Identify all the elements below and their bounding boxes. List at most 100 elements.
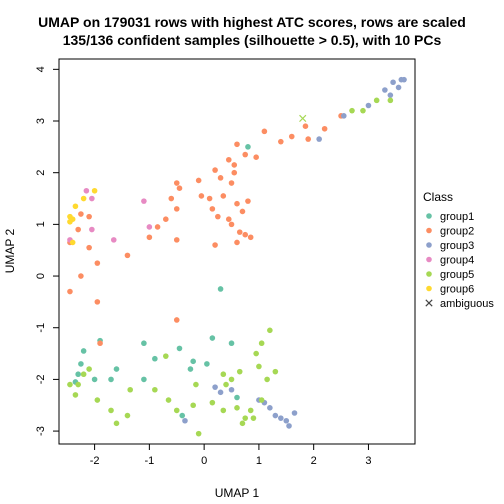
point-group2 bbox=[242, 231, 249, 238]
data-points bbox=[67, 76, 407, 437]
legend-label-group2: group2 bbox=[440, 226, 474, 238]
point-group2 bbox=[220, 193, 227, 199]
legend: Class group1 group2 group3 group4 group5 grou… bbox=[423, 190, 494, 310]
point-group5 bbox=[72, 392, 79, 398]
point-group5 bbox=[220, 371, 227, 378]
x-tick-label: -1 bbox=[144, 455, 154, 467]
point-group1 bbox=[209, 335, 216, 341]
point-group6 bbox=[67, 218, 73, 225]
chart-title-line2: 135/136 confident samples (silhouette > … bbox=[63, 32, 442, 48]
point-group2 bbox=[288, 133, 295, 140]
point-group3 bbox=[267, 405, 273, 411]
point-group5 bbox=[258, 397, 265, 403]
legend-label-ambiguous: ambiguous bbox=[440, 298, 494, 310]
point-group1 bbox=[176, 345, 183, 352]
point-group2 bbox=[225, 216, 232, 223]
point-group2 bbox=[168, 195, 175, 202]
point-group4 bbox=[141, 198, 147, 204]
point-group1 bbox=[187, 366, 194, 372]
point-group5 bbox=[165, 397, 172, 403]
point-group2 bbox=[67, 288, 73, 295]
point-group5 bbox=[247, 407, 254, 414]
point-group2 bbox=[86, 244, 92, 251]
point-group2 bbox=[75, 226, 81, 233]
point-group4 bbox=[89, 195, 95, 202]
point-group6 bbox=[91, 187, 98, 194]
point-group5 bbox=[360, 107, 366, 114]
x-tick-label: 2 bbox=[311, 455, 317, 467]
y-tick-label: 0 bbox=[35, 273, 47, 279]
point-group1 bbox=[179, 412, 186, 419]
point-group1 bbox=[91, 376, 98, 383]
point-group4 bbox=[83, 187, 90, 194]
point-group1 bbox=[228, 340, 235, 347]
point-group2 bbox=[225, 156, 232, 163]
x-axis-label: UMAP 1 bbox=[215, 486, 260, 500]
y-tick-label: 4 bbox=[35, 66, 47, 72]
point-group3 bbox=[365, 102, 372, 109]
legend-label-group1: group1 bbox=[440, 211, 474, 223]
y-tick-label: 3 bbox=[35, 118, 47, 124]
point-group2 bbox=[217, 175, 224, 181]
point-group5 bbox=[253, 350, 259, 357]
legend-marker-group6 bbox=[426, 285, 432, 292]
point-group5 bbox=[234, 405, 240, 411]
point-group2 bbox=[321, 125, 328, 132]
point-group3 bbox=[291, 410, 298, 416]
point-group2 bbox=[124, 252, 131, 259]
point-group3 bbox=[286, 423, 292, 429]
point-group2 bbox=[94, 299, 101, 305]
point-group2 bbox=[234, 141, 240, 148]
legend-label-group3: group3 bbox=[440, 240, 474, 252]
point-group2 bbox=[212, 167, 218, 173]
y-axis: -3 -2 -1 0 1 2 3 4 bbox=[35, 66, 59, 436]
point-group5 bbox=[242, 415, 249, 421]
point-group2 bbox=[97, 340, 103, 347]
x-tick-label: 3 bbox=[365, 455, 371, 467]
point-group5 bbox=[75, 381, 81, 388]
point-group2 bbox=[242, 151, 249, 158]
point-group2 bbox=[253, 154, 259, 160]
point-group1 bbox=[217, 286, 224, 292]
point-group2 bbox=[236, 229, 243, 235]
point-group1 bbox=[108, 376, 114, 383]
point-group5 bbox=[223, 381, 229, 388]
x-tick-label: 1 bbox=[256, 455, 262, 467]
point-group2 bbox=[173, 237, 180, 243]
point-group2 bbox=[198, 193, 205, 199]
point-group3 bbox=[212, 384, 218, 390]
legend-marker-group5 bbox=[426, 271, 432, 277]
point-group1 bbox=[245, 144, 251, 150]
point-group2 bbox=[234, 239, 240, 246]
point-group4 bbox=[89, 226, 95, 233]
legend-label-group5: group5 bbox=[440, 269, 474, 281]
point-group5 bbox=[250, 415, 257, 421]
point-group2 bbox=[245, 198, 251, 204]
point-group5 bbox=[264, 376, 270, 383]
point-group2 bbox=[173, 206, 180, 212]
point-group3 bbox=[401, 76, 407, 83]
point-group5 bbox=[163, 353, 169, 359]
point-group3 bbox=[316, 136, 322, 142]
legend-label-group4: group4 bbox=[440, 255, 474, 267]
point-group3 bbox=[217, 389, 224, 396]
point-group2 bbox=[163, 216, 169, 223]
legend-label-group6: group6 bbox=[440, 284, 474, 296]
y-tick-label: -3 bbox=[35, 426, 47, 436]
chart-title-line1: UMAP on 179031 rows with highest ATC sco… bbox=[38, 14, 466, 30]
point-group5 bbox=[220, 407, 227, 414]
legend-marker-ambiguous bbox=[425, 299, 433, 307]
point-group2 bbox=[215, 213, 221, 220]
point-group2 bbox=[247, 234, 254, 241]
point-group1 bbox=[80, 348, 87, 354]
point-group3 bbox=[390, 79, 396, 86]
plot-frame bbox=[58, 58, 416, 445]
point-group6 bbox=[69, 239, 76, 246]
point-group3 bbox=[382, 87, 388, 93]
point-group5 bbox=[272, 368, 279, 375]
point-group5 bbox=[108, 407, 114, 414]
point-group2 bbox=[86, 213, 92, 220]
y-tick-label: 1 bbox=[35, 221, 47, 227]
point-group2 bbox=[78, 273, 84, 279]
